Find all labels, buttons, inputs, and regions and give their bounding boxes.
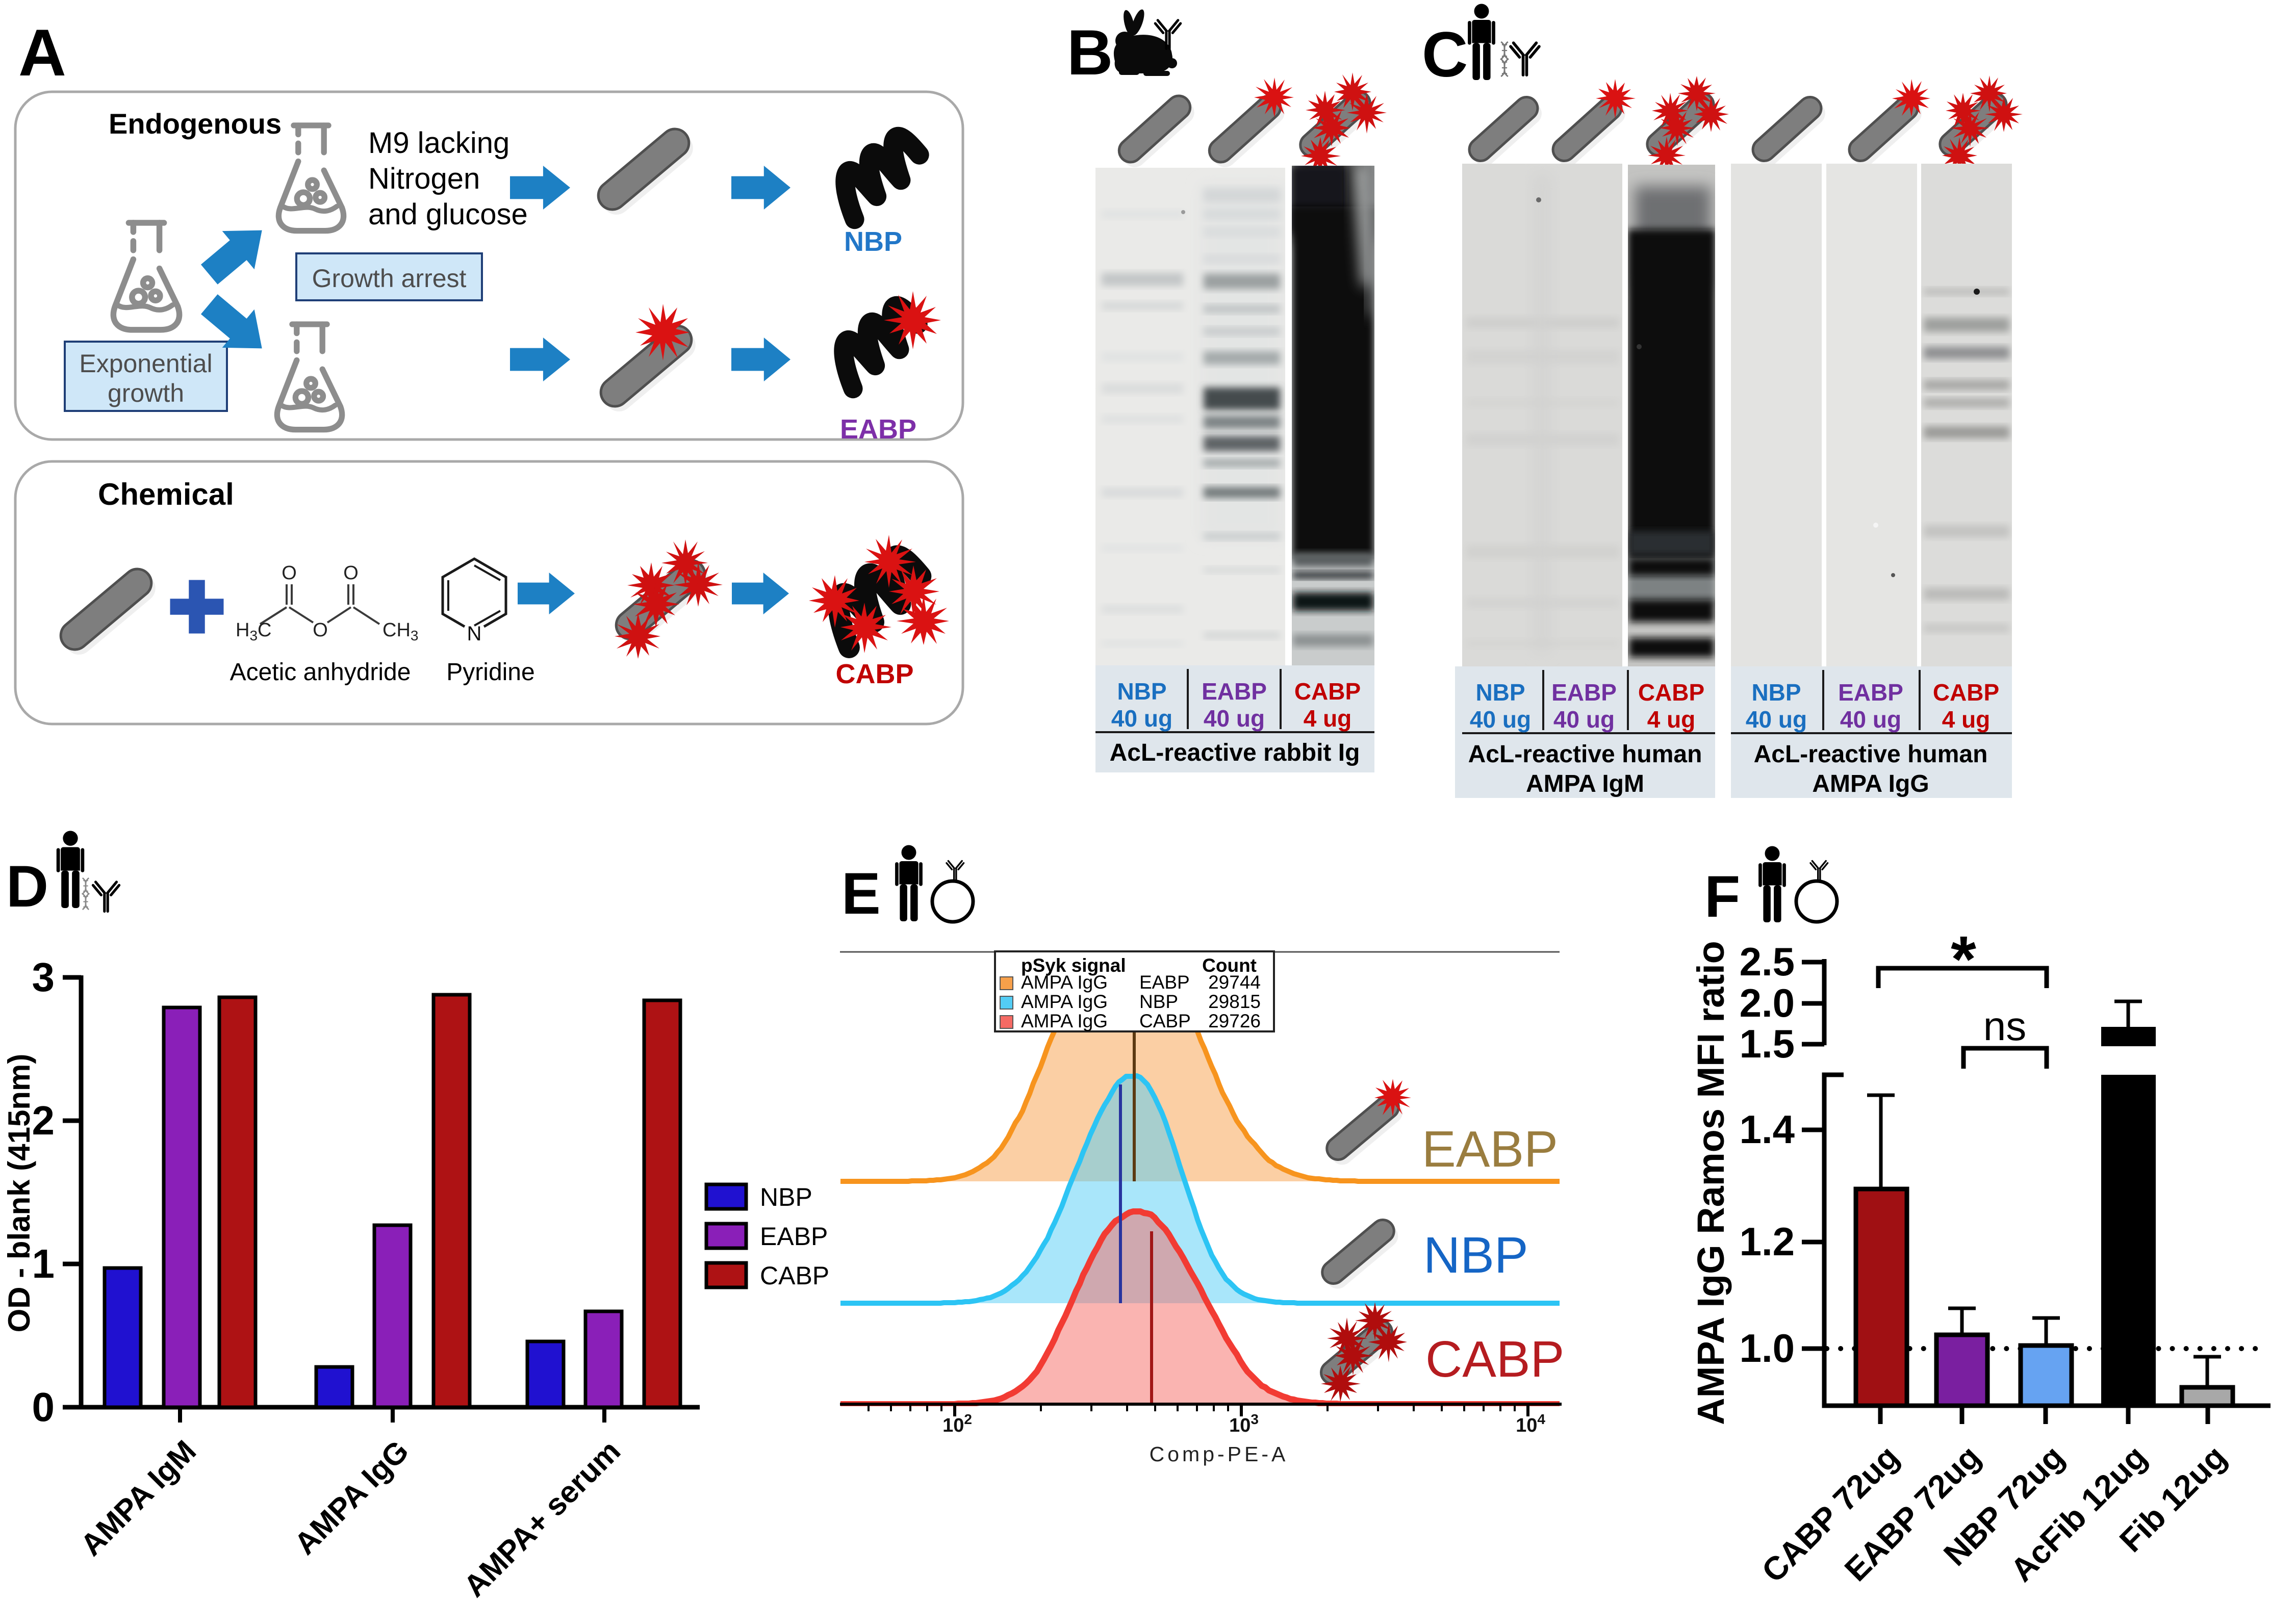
svg-text:B: B [1067, 17, 1113, 88]
svg-text:OD - blank (415nm): OD - blank (415nm) [2, 1054, 36, 1333]
svg-text:AMPA IgG: AMPA IgG [1021, 1011, 1108, 1031]
svg-text:Growth arrest: Growth arrest [312, 264, 467, 293]
svg-text:1.5: 1.5 [1740, 1021, 1795, 1066]
svg-text:29726: 29726 [1208, 1011, 1261, 1031]
svg-text:pSyk signal: pSyk signal [1021, 955, 1126, 976]
svg-text:CABP: CABP [1139, 1011, 1191, 1031]
svg-text:AMPA IgG: AMPA IgG [1021, 991, 1108, 1012]
svg-text:EABP: EABP [1202, 678, 1267, 705]
svg-text:4 ug: 4 ug [1304, 705, 1352, 732]
svg-text:AMPA IgG: AMPA IgG [1021, 972, 1108, 993]
svg-text:Chemical: Chemical [98, 477, 234, 511]
svg-text:AcL-reactive human: AcL-reactive human [1754, 741, 1988, 768]
svg-text:AcL-reactive human: AcL-reactive human [1468, 741, 1702, 768]
svg-text:E: E [841, 861, 881, 926]
svg-text:H3C: H3C [236, 619, 271, 643]
svg-text:NBP: NBP [844, 226, 902, 257]
svg-text:NBP: NBP [1475, 679, 1525, 706]
svg-text:NBP: NBP [1423, 1227, 1528, 1284]
svg-text:1.4: 1.4 [1740, 1107, 1795, 1152]
svg-text:Endogenous: Endogenous [109, 108, 282, 140]
svg-text:Count: Count [1202, 955, 1257, 976]
svg-text:2: 2 [32, 1098, 55, 1143]
svg-text:ns: ns [1983, 1003, 2027, 1049]
svg-text:Pyridine: Pyridine [446, 659, 534, 686]
svg-text:Exponential: Exponential [79, 349, 212, 378]
svg-text:A: A [18, 15, 66, 90]
svg-text:O: O [282, 562, 297, 584]
svg-text:EABP: EABP [760, 1222, 828, 1251]
svg-text:Acetic anhydride: Acetic anhydride [230, 659, 411, 686]
svg-text:Nitrogen: Nitrogen [368, 162, 480, 195]
svg-text:AMPA IgM: AMPA IgM [1526, 770, 1644, 797]
svg-text:O: O [343, 562, 359, 584]
svg-text:CABP: CABP [1425, 1331, 1564, 1388]
svg-text:CABP: CABP [1638, 679, 1704, 706]
svg-text:4 ug: 4 ug [1647, 706, 1696, 733]
svg-text:2.5: 2.5 [1740, 939, 1795, 984]
svg-text:40 ug: 40 ug [1746, 706, 1807, 733]
svg-text:2.0: 2.0 [1740, 980, 1795, 1025]
svg-text:1: 1 [32, 1241, 55, 1286]
svg-text:NBP: NBP [1751, 679, 1801, 706]
svg-text:*: * [1951, 923, 1976, 996]
svg-text:CABP: CABP [760, 1261, 829, 1290]
svg-text:CABP: CABP [1294, 678, 1361, 705]
svg-text:F: F [1704, 864, 1740, 929]
svg-text:29815: 29815 [1208, 991, 1261, 1012]
svg-text:102: 102 [942, 1411, 972, 1436]
svg-text:and glucose: and glucose [368, 198, 528, 231]
svg-text:NBP: NBP [1117, 678, 1166, 705]
svg-text:40 ug: 40 ug [1111, 705, 1172, 732]
svg-text:1.2: 1.2 [1740, 1219, 1795, 1264]
svg-text:EABP: EABP [1551, 679, 1617, 706]
svg-text:1.0: 1.0 [1740, 1326, 1795, 1371]
svg-text:CH3: CH3 [382, 619, 418, 643]
svg-text:O: O [313, 619, 328, 641]
svg-text:CABP: CABP [835, 659, 913, 689]
svg-text:M9 lacking: M9 lacking [368, 126, 509, 160]
svg-text:40 ug: 40 ug [1553, 706, 1615, 733]
svg-text:AMPA IgG Ramos MFI ratio: AMPA IgG Ramos MFI ratio [1690, 941, 1732, 1425]
svg-text:40 ug: 40 ug [1840, 706, 1901, 733]
svg-text:40 ug: 40 ug [1204, 705, 1265, 732]
svg-text:CABP: CABP [1933, 679, 1999, 706]
svg-text:Comp-PE-A: Comp-PE-A [1150, 1442, 1289, 1466]
svg-text:EABP: EABP [840, 414, 916, 445]
svg-text:growth: growth [108, 379, 184, 407]
svg-text:0: 0 [32, 1384, 55, 1430]
svg-text:4 ug: 4 ug [1942, 706, 1991, 733]
svg-text:D: D [6, 854, 48, 919]
svg-text:C: C [1422, 19, 1468, 90]
svg-text:N: N [467, 623, 482, 645]
svg-text:NBP: NBP [1139, 991, 1178, 1012]
svg-text:3: 3 [32, 954, 55, 1000]
svg-text:NBP: NBP [760, 1183, 812, 1211]
svg-text:29744: 29744 [1208, 972, 1261, 993]
svg-text:EABP: EABP [1139, 972, 1190, 993]
svg-text:EABP: EABP [1838, 679, 1903, 706]
svg-text:40 ug: 40 ug [1470, 706, 1531, 733]
svg-text:EABP: EABP [1422, 1121, 1558, 1178]
svg-text:AMPA IgG: AMPA IgG [1812, 770, 1929, 797]
svg-text:AcL-reactive rabbit Ig: AcL-reactive rabbit Ig [1110, 739, 1360, 766]
